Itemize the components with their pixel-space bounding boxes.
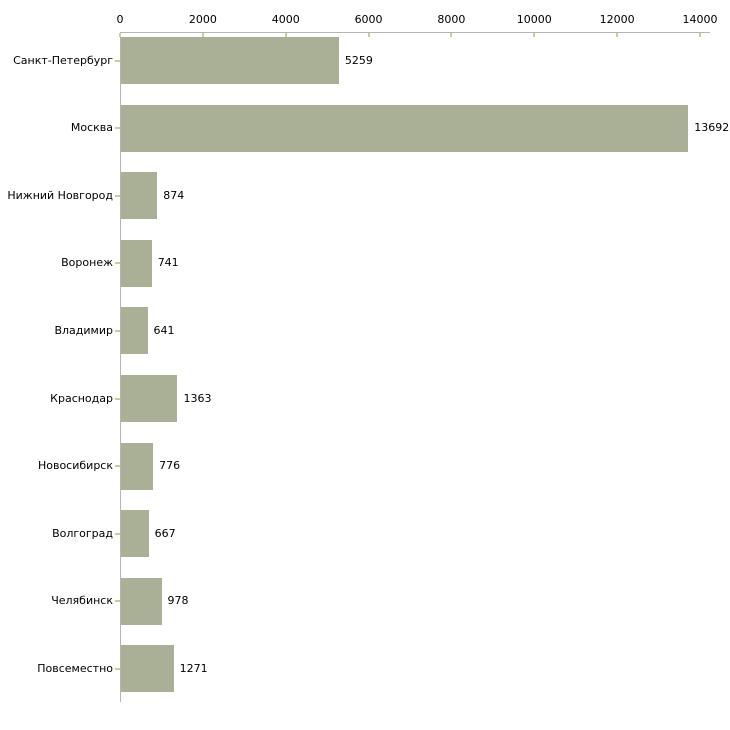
value-label: 667 <box>154 526 176 540</box>
category-label: Владимир <box>54 323 113 337</box>
category-tick-mark <box>115 262 120 265</box>
value-label: 641 <box>153 323 175 337</box>
x-tick-mark <box>119 33 121 37</box>
category-tick-mark <box>115 667 120 670</box>
bar <box>121 239 152 287</box>
x-tick-label: 0 <box>116 13 124 26</box>
category-tick-mark <box>115 59 120 62</box>
category-label: Нижний Новгород <box>7 188 113 202</box>
category-label: Челябинск <box>51 594 113 608</box>
x-tick-label: 6000 <box>354 13 383 26</box>
category-label: Повсеместно <box>37 661 113 675</box>
x-tick-label: 14000 <box>682 13 718 26</box>
value-label: 1363 <box>183 391 212 405</box>
x-tick-mark <box>616 33 619 37</box>
value-label: 13692 <box>694 121 730 135</box>
y-axis-line <box>120 32 121 702</box>
x-tick-label: 2000 <box>188 13 217 26</box>
bar <box>121 104 689 152</box>
category-tick-mark <box>115 465 120 468</box>
category-label: Воронеж <box>61 256 113 270</box>
x-tick-mark <box>201 33 204 37</box>
category-label: Москва <box>70 121 113 135</box>
x-tick-mark <box>533 33 536 37</box>
category-tick-mark <box>115 194 120 197</box>
x-tick-mark <box>450 33 453 37</box>
x-axis-line <box>120 32 710 33</box>
bar <box>121 442 154 490</box>
bar <box>121 510 149 558</box>
category-label: Волгоград <box>52 526 113 540</box>
bar <box>121 172 158 220</box>
category-tick-mark <box>115 532 120 535</box>
category-label: Новосибирск <box>37 459 113 473</box>
value-label: 776 <box>159 459 181 473</box>
bar <box>121 375 178 422</box>
x-tick-label: 12000 <box>599 13 635 26</box>
bar <box>121 37 339 84</box>
bar <box>121 577 162 625</box>
x-tick-mark <box>367 33 370 37</box>
value-label: 741 <box>157 256 179 270</box>
x-tick-mark <box>284 33 287 37</box>
value-label: 978 <box>167 594 189 608</box>
category-label: Санкт-Петербург <box>13 53 113 67</box>
category-tick-mark <box>115 397 120 400</box>
category-tick-mark <box>115 600 120 603</box>
x-tick-label: 8000 <box>437 13 466 26</box>
category-tick-mark <box>115 329 120 332</box>
category-tick-mark <box>115 127 120 130</box>
value-label: 1271 <box>179 661 208 675</box>
x-tick-label: 10000 <box>516 13 552 26</box>
x-tick-mark <box>699 33 701 37</box>
bar <box>121 645 174 693</box>
value-label: 874 <box>163 188 185 202</box>
x-tick-label: 4000 <box>271 13 300 26</box>
category-label: Краснодар <box>50 391 113 405</box>
bar <box>121 307 148 355</box>
value-label: 5259 <box>344 53 373 67</box>
